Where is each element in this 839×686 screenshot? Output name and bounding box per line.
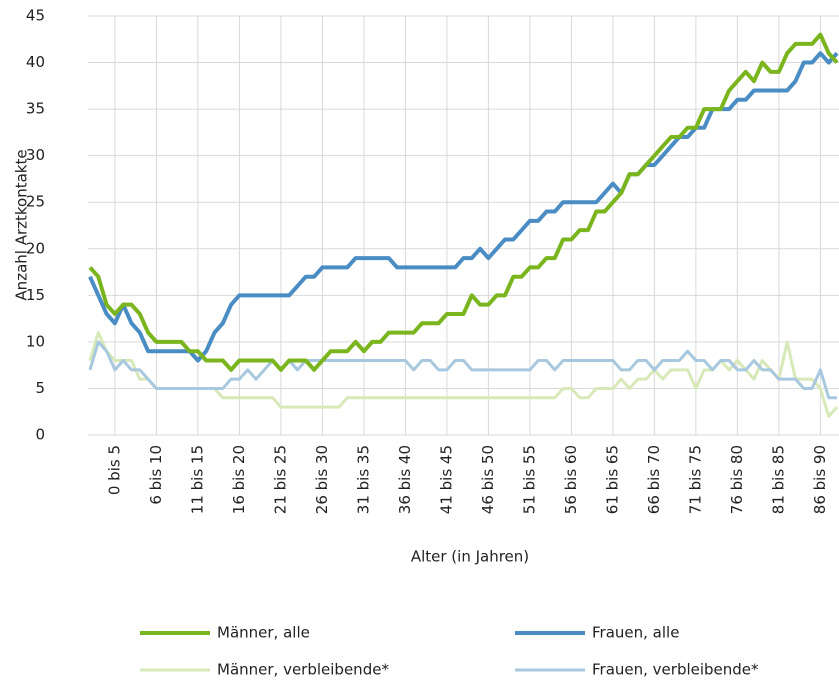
y-tick-label: 5	[35, 379, 45, 397]
y-tick-label: 45	[26, 7, 45, 25]
grid	[88, 16, 839, 435]
series-line	[90, 333, 837, 417]
legend-label: Frauen, verbleibende*	[592, 661, 759, 679]
legend-label: Männer, verbleibende*	[217, 661, 389, 679]
legend-label: Frauen, alle	[592, 624, 679, 642]
x-tick-label: 51 bis 55	[520, 445, 538, 514]
y-tick-label: 0	[35, 426, 45, 444]
x-tick-label: 81 bis 85	[769, 445, 787, 514]
x-tick-label: 6 bis 10	[147, 445, 165, 505]
y-tick-label: 30	[26, 146, 45, 164]
x-tick-label: 76 bis 80	[728, 445, 746, 514]
y-tick-label: 25	[26, 193, 45, 211]
x-axis-title: Alter (in Jahren)	[411, 548, 529, 566]
x-tick-label: 56 bis 60	[562, 445, 580, 514]
x-tick-label: 11 bis 15	[188, 445, 206, 514]
x-tick-label: 16 bis 20	[230, 445, 248, 514]
y-tick-label: 35	[26, 100, 45, 118]
x-tick-label: 86 bis 90	[811, 445, 829, 514]
x-tick-label: 0 bis 5	[105, 445, 123, 495]
x-tick-label: 21 bis 25	[271, 445, 289, 514]
y-tick-label: 10	[26, 332, 45, 350]
chart: Alter (in Jahren) Anzahl Arztkontakte 0 5…	[0, 0, 839, 686]
x-tick-label: 31 bis 35	[354, 445, 372, 514]
y-tick-label: 15	[26, 286, 45, 304]
series-line	[90, 342, 837, 398]
y-tick-label: 20	[26, 239, 45, 257]
x-tick-label: 26 bis 30	[313, 445, 331, 514]
y-tick-label: 40	[26, 53, 45, 71]
legend-label: Männer, alle	[217, 624, 310, 642]
y-axis-title: Anzahl Arztkontakte	[13, 149, 31, 300]
plot-area	[90, 35, 837, 417]
x-tick-label: 66 bis 70	[645, 445, 663, 514]
x-tick-label: 46 bis 50	[479, 445, 497, 514]
x-tick-label: 36 bis 40	[396, 445, 414, 514]
x-tick-label: 71 bis 75	[686, 445, 704, 514]
x-tick-label: 61 bis 65	[603, 445, 621, 514]
x-tick-label: 41 bis 45	[437, 445, 455, 514]
